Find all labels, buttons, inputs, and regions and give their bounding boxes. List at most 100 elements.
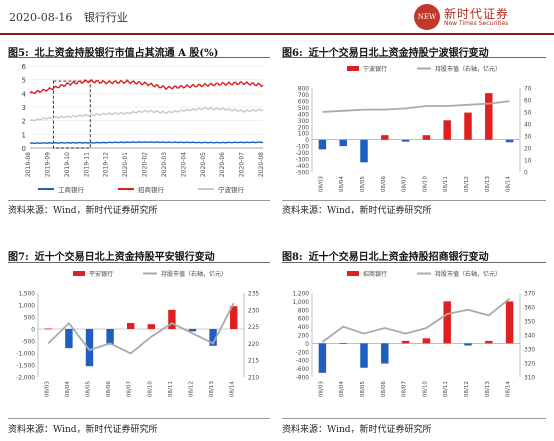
series-line-宁波银行: [29, 106, 264, 122]
bar: [381, 135, 389, 140]
y-left-tick-label: -800: [296, 376, 309, 382]
series-line-holding-value: [321, 297, 511, 343]
bar: [485, 93, 493, 140]
y-left-tick-label: 0: [305, 342, 309, 348]
y-left-tick-label: -200: [296, 350, 309, 356]
figure-7-number: 图7:: [8, 252, 29, 263]
y-tick-label: 2: [22, 118, 26, 126]
x-tick-label: 08/03: [318, 381, 324, 398]
header-text: 2020-08-16 银行行业: [9, 9, 136, 25]
bar: [65, 329, 73, 349]
y-right-tick-label: 0: [524, 171, 528, 177]
bar: [401, 139, 410, 142]
figure-8-source: 资料来源：Wind，新时代证券研究所: [282, 425, 432, 435]
series-line-工商银行: [29, 141, 264, 145]
x-tick-label: 08/13: [485, 381, 491, 398]
y-right-tick-label: 215: [248, 359, 259, 365]
bar: [360, 139, 368, 163]
x-tick-label: 08/12: [189, 381, 195, 397]
y-right-tick-label: 30: [524, 135, 532, 141]
x-tick-label: 2019-11: [83, 152, 90, 177]
y-left-tick-label: -300: [296, 158, 309, 164]
bar: [464, 343, 472, 346]
chart-figure-5: 0 1 2 3 4 5 6 2019-08 2019-09 2019-10 2019-11 2019-…: [22, 63, 265, 194]
x-tick-label: 08/06: [381, 176, 387, 193]
x-tick-label: 08/10: [147, 381, 153, 398]
y-right-tick-label: 60: [524, 99, 532, 105]
y-left-tick-label: -400: [296, 359, 309, 365]
figure-6-source: 资料来源：Wind，新时代证券研究所: [282, 206, 432, 216]
legend-label-line: 持股市值（右轴，亿元）: [161, 270, 227, 278]
x-tick-label: 2020-08: [258, 152, 265, 177]
y-left-tick-label: -2,000: [16, 376, 35, 382]
bar: [339, 139, 347, 147]
figure-6-number: 图6:: [282, 48, 303, 59]
figure-6-title-text: 近十个交易日北上资金持股宁波银行变动: [308, 48, 489, 59]
y-left-tick-label: -600: [296, 367, 309, 373]
y-left-tick-label: -200: [296, 151, 309, 157]
figure-6-title: 图6: 近十个交易日北上资金持股宁波银行变动: [282, 44, 489, 59]
x-tick-label: 08/11: [443, 176, 449, 193]
x-tick-label: 08/03: [318, 176, 324, 193]
series-line-holding-value: [47, 302, 235, 355]
bar: [188, 329, 197, 332]
y-tick-label: 3: [22, 104, 26, 112]
figure-6-rule: [282, 57, 546, 58]
y-left-tick-label: 300: [298, 119, 309, 125]
bar: [422, 135, 431, 140]
y-left-tick-label: 1,200: [292, 292, 309, 298]
y-right-tick-label: 50: [524, 111, 532, 117]
y-tick-label: 6: [22, 63, 27, 71]
figure-5-number: 图5:: [8, 48, 29, 59]
bar: [485, 340, 493, 344]
x-tick-label: 08/12: [464, 176, 470, 192]
legend-swatch-bar: [347, 66, 359, 71]
series-line-招商银行: [29, 78, 264, 95]
y-left-tick-label: -100: [296, 145, 309, 151]
y-right-tick-label: 210: [248, 376, 259, 382]
figure-8-number: 图8:: [282, 252, 303, 263]
y-right-tick-label: 360: [524, 306, 535, 312]
legend-label-bar: 宁波银行: [363, 65, 387, 73]
x-tick-label: 2020-03: [161, 152, 168, 177]
x-tick-label: 08/03: [44, 381, 50, 398]
bar: [443, 120, 451, 140]
bar: [401, 340, 410, 344]
bar: [229, 306, 238, 329]
x-tick-label: 2019-09: [44, 152, 51, 177]
y-left-tick-label: 500: [298, 106, 309, 112]
legend-label: 工商银行: [58, 185, 85, 194]
x-tick-label: 08/05: [86, 381, 92, 398]
y-left-tick-label: 1,000: [292, 300, 309, 306]
figure-8-title: 图8: 近十个交易日北上资金持股招商银行变动: [282, 248, 489, 263]
legend-swatch-bar: [73, 271, 85, 276]
legend-label-bar: 招商银行: [363, 270, 387, 278]
y-left-tick-label: -500: [22, 340, 35, 346]
y-tick-label: 5: [22, 77, 26, 85]
x-tick-label: 08/07: [127, 381, 133, 398]
x-tick-label: 08/07: [402, 176, 408, 193]
y-right-tick-label: 310: [524, 376, 535, 382]
y-right-tick-label: 350: [524, 320, 535, 326]
y-left-tick-label: 600: [298, 99, 309, 105]
bar: [360, 343, 368, 368]
x-tick-label: 2020-06: [219, 152, 226, 177]
y-tick-label: 1: [22, 131, 26, 139]
y-left-tick-label: 200: [298, 334, 309, 340]
x-tick-label: 08/12: [464, 381, 470, 397]
x-tick-label: 08/05: [360, 176, 366, 193]
logo-mark-icon: NEW: [414, 4, 440, 30]
y-right-tick-label: 370: [524, 292, 535, 298]
bar: [126, 323, 135, 329]
figure-7-title: 图7: 近十个交易日北上资金持股平安银行变动: [8, 248, 215, 263]
figure-6-bottom-rule: [282, 200, 546, 201]
y-left-tick-label: 600: [298, 317, 309, 323]
y-right-tick-label: 10: [524, 159, 532, 165]
company-logo: NEW 新时代证券 New Times Securities: [414, 4, 544, 30]
x-tick-label: 08/14: [506, 176, 512, 193]
x-tick-label: 08/13: [209, 381, 215, 398]
bar: [318, 343, 327, 373]
y-left-tick-label: 400: [298, 112, 309, 118]
x-tick-label: 2019-12: [103, 152, 110, 177]
x-tick-label: 2020-04: [180, 152, 187, 177]
